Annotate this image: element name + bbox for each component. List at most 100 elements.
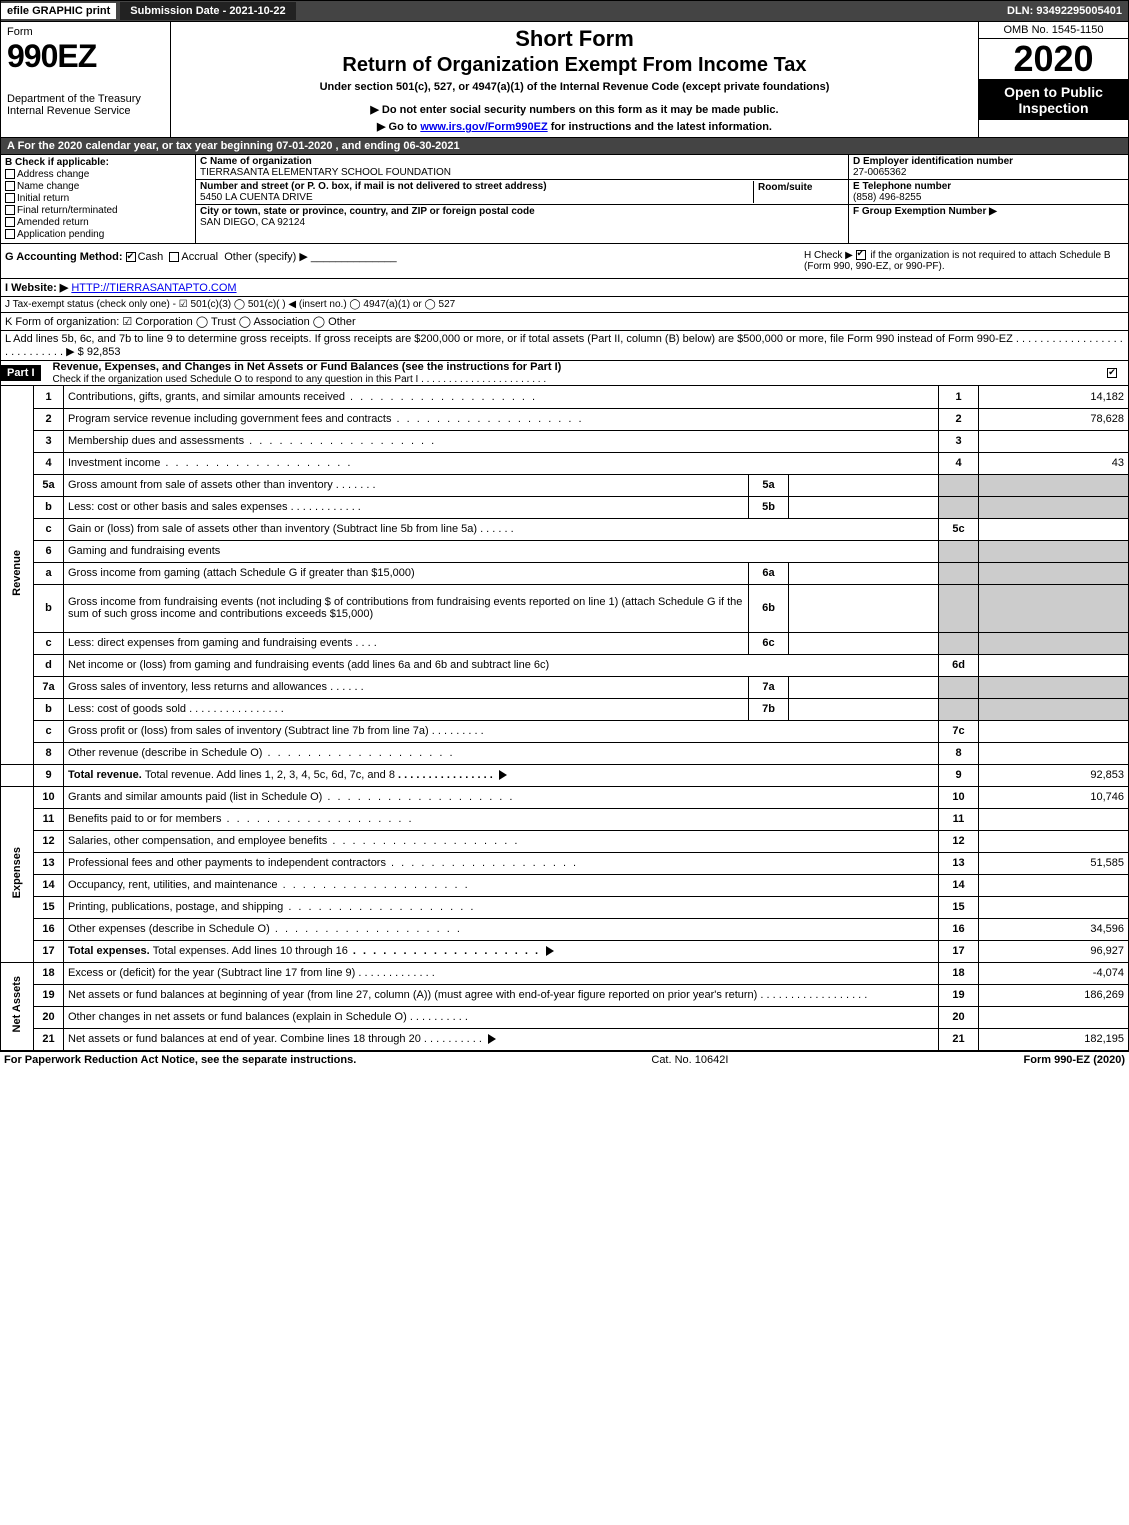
dept-treasury: Department of the Treasury [7, 93, 164, 105]
line-19: 19 Net assets or fund balances at beginn… [1, 984, 1129, 1006]
line-8: 8 Other revenue (describe in Schedule O)… [1, 742, 1129, 764]
form-header: Form 990EZ Department of the Treasury In… [0, 22, 1129, 138]
arrow-icon [499, 770, 507, 780]
line-20: 20 Other changes in net assets or fund b… [1, 1006, 1129, 1028]
line-9: 9 Total revenue. Total revenue. Add line… [1, 764, 1129, 786]
chk-final-return[interactable]: Final return/terminated [5, 205, 191, 216]
chk-application-pending[interactable]: Application pending [5, 229, 191, 240]
col-c-orginfo: C Name of organization TIERRASANTA ELEME… [196, 155, 848, 243]
line-5b: b Less: cost or other basis and sales ex… [1, 496, 1129, 518]
line-6c: c Less: direct expenses from gaming and … [1, 632, 1129, 654]
i-label: I Website: ▶ [5, 282, 68, 294]
page-footer: For Paperwork Reduction Act Notice, see … [0, 1051, 1129, 1068]
part1-subtitle: Check if the organization used Schedule … [47, 374, 547, 385]
header-mid: Short Form Return of Organization Exempt… [171, 22, 978, 137]
line-14: 14 Occupancy, rent, utilities, and maint… [1, 874, 1129, 896]
c-name-label: C Name of organization [200, 156, 312, 167]
f-group-block: F Group Exemption Number ▶ [849, 205, 1128, 218]
line-6: 6 Gaming and fundraising events [1, 540, 1129, 562]
efile-label: efile GRAPHIC print [1, 3, 116, 19]
omb-number: OMB No. 1545-1150 [979, 22, 1128, 39]
submission-date: Submission Date - 2021-10-22 [120, 2, 295, 20]
chk-address-change[interactable]: Address change [5, 169, 191, 180]
line-18: Net Assets 18 Excess or (deficit) for th… [1, 962, 1129, 984]
form-number: 990EZ [7, 38, 164, 75]
dln-label: DLN: 93492295005401 [1007, 5, 1128, 17]
row-k-orgform: K Form of organization: ☑ Corporation ◯ … [0, 313, 1129, 331]
part1-header: Part I Revenue, Expenses, and Changes in… [0, 361, 1129, 386]
line-15: 15 Printing, publications, postage, and … [1, 896, 1129, 918]
org-address-block: Number and street (or P. O. box, if mail… [196, 180, 848, 205]
f-label: F Group Exemption Number ▶ [853, 206, 997, 217]
revenue-label: Revenue [1, 386, 34, 764]
org-name-block: C Name of organization TIERRASANTA ELEME… [196, 155, 848, 180]
e-label: E Telephone number [853, 181, 951, 192]
chk-name-change[interactable]: Name change [5, 181, 191, 192]
footer-catno: Cat. No. 10642I [356, 1054, 1023, 1066]
chk-amended-return[interactable]: Amended return [5, 217, 191, 228]
g-label: G Accounting Method: [5, 251, 123, 263]
h-schedule-b: H Check ▶ if the organization is not req… [804, 250, 1124, 272]
expenses-label: Expenses [1, 786, 34, 962]
dept-irs: Internal Revenue Service [7, 105, 164, 117]
row-a-period: A For the 2020 calendar year, or tax yea… [0, 138, 1129, 155]
line-7c: c Gross profit or (loss) from sales of i… [1, 720, 1129, 742]
section-bcdef: B Check if applicable: Address change Na… [0, 155, 1129, 244]
line-5c: c Gain or (loss) from sale of assets oth… [1, 518, 1129, 540]
line-17: 17 Total expenses. Total expenses. Add l… [1, 940, 1129, 962]
open-to-public: Open to Public Inspection [979, 80, 1128, 120]
goto-post: for instructions and the latest informat… [548, 121, 772, 133]
under-section: Under section 501(c), 527, or 4947(a)(1)… [181, 81, 968, 93]
chk-schedule-b[interactable] [856, 250, 866, 260]
short-form-title: Short Form [181, 26, 968, 52]
line-2: 2 Program service revenue including gove… [1, 408, 1129, 430]
line-5a: 5a Gross amount from sale of assets othe… [1, 474, 1129, 496]
header-left: Form 990EZ Department of the Treasury In… [1, 22, 171, 137]
form-label: Form [7, 26, 164, 38]
line-3: 3 Membership dues and assessments 3 [1, 430, 1129, 452]
part1-title: Revenue, Expenses, and Changes in Net As… [47, 359, 568, 375]
d-ein-block: D Employer identification number 27-0065… [849, 155, 1128, 180]
footer-right: Form 990-EZ (2020) [1024, 1054, 1125, 1066]
chk-cash[interactable] [126, 252, 136, 262]
goto-pre: ▶ Go to [377, 121, 420, 133]
part1-checkbox[interactable] [1098, 367, 1128, 379]
donotenter-note: ▶ Do not enter social security numbers o… [181, 103, 968, 116]
addr-label: Number and street (or P. O. box, if mail… [200, 181, 547, 192]
org-name: TIERRASANTA ELEMENTARY SCHOOL FOUNDATION [200, 167, 451, 178]
l-text: L Add lines 5b, 6c, and 7b to line 9 to … [5, 333, 1123, 358]
l-amount: 92,853 [87, 346, 121, 358]
tax-year: 2020 [979, 39, 1128, 80]
return-title: Return of Organization Exempt From Incom… [181, 54, 968, 77]
row-l-grossreceipts: L Add lines 5b, 6c, and 7b to line 9 to … [0, 331, 1129, 361]
line-4: 4 Investment income 4 43 [1, 452, 1129, 474]
accounting-method: G Accounting Method: Cash Accrual Other … [5, 250, 804, 272]
row-i-website: I Website: ▶ HTTP://TIERRASANTAPTO.COM [0, 279, 1129, 297]
city-label: City or town, state or province, country… [200, 206, 535, 217]
part1-table: Revenue 1 Contributions, gifts, grants, … [0, 386, 1129, 1051]
d-label: D Employer identification number [853, 156, 1013, 167]
e-phone-block: E Telephone number (858) 496-8255 [849, 180, 1128, 205]
line-6d: d Net income or (loss) from gaming and f… [1, 654, 1129, 676]
line-7a: 7a Gross sales of inventory, less return… [1, 676, 1129, 698]
part1-label: Part I [1, 365, 41, 381]
chk-accrual[interactable] [169, 252, 179, 262]
goto-link[interactable]: www.irs.gov/Form990EZ [420, 121, 547, 133]
line-1: Revenue 1 Contributions, gifts, grants, … [1, 386, 1129, 408]
org-city: SAN DIEGO, CA 92124 [200, 217, 305, 228]
b-label: B Check if applicable: [5, 157, 191, 168]
row-j-taxexempt: J Tax-exempt status (check only one) - ☑… [0, 297, 1129, 313]
part1-body: Revenue 1 Contributions, gifts, grants, … [0, 386, 1129, 1051]
netassets-label: Net Assets [1, 962, 34, 1050]
org-address: 5450 LA CUENTA DRIVE [200, 192, 313, 203]
col-def: D Employer identification number 27-0065… [848, 155, 1128, 243]
website-link[interactable]: HTTP://TIERRASANTAPTO.COM [71, 282, 236, 294]
line-10: Expenses 10 Grants and similar amounts p… [1, 786, 1129, 808]
line-6b: b Gross income from fundraising events (… [1, 584, 1129, 632]
h-text1: H Check ▶ [804, 250, 853, 261]
phone-value: (858) 496-8255 [853, 192, 921, 203]
line-12: 12 Salaries, other compensation, and emp… [1, 830, 1129, 852]
line-13: 13 Professional fees and other payments … [1, 852, 1129, 874]
chk-initial-return[interactable]: Initial return [5, 193, 191, 204]
arrow-icon [546, 946, 554, 956]
